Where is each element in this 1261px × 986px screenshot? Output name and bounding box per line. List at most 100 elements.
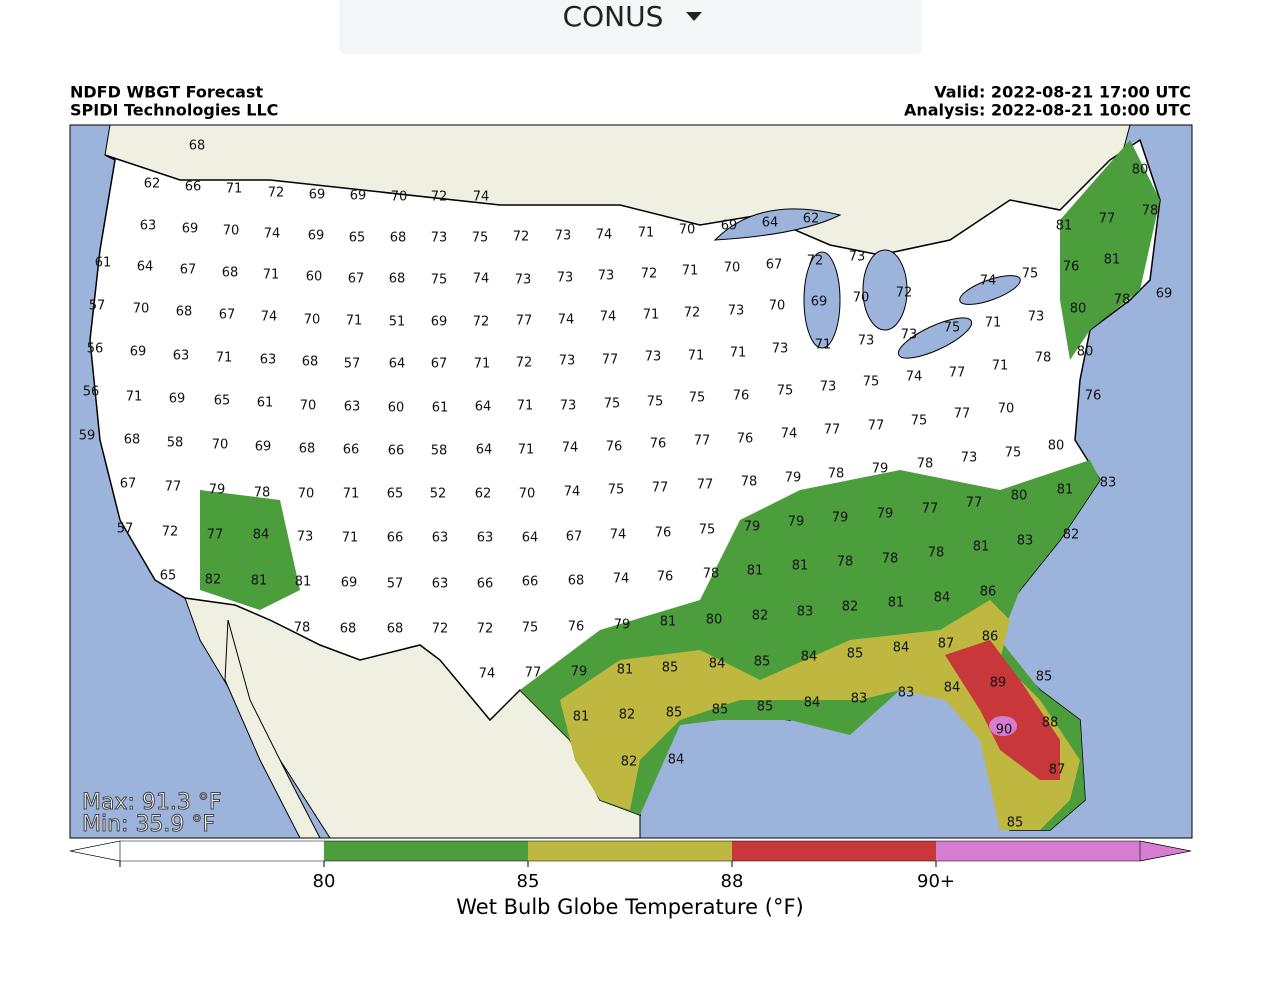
station-value: 79 bbox=[788, 515, 805, 530]
station-value: 84 bbox=[934, 591, 951, 606]
station-value: 84 bbox=[801, 650, 818, 665]
station-value: 80 bbox=[1048, 439, 1065, 454]
station-value: 64 bbox=[522, 531, 539, 546]
station-value: 77 bbox=[824, 423, 841, 438]
station-value: 73 bbox=[901, 328, 918, 343]
station-value: 82 bbox=[619, 708, 636, 723]
station-value: 64 bbox=[475, 400, 492, 415]
station-value: 69 bbox=[182, 222, 199, 237]
baja bbox=[224, 619, 321, 838]
station-value: 73 bbox=[849, 250, 866, 265]
station-value: 82 bbox=[621, 755, 638, 770]
station-value: 77 bbox=[602, 353, 619, 368]
station-value: 81 bbox=[1056, 219, 1073, 234]
station-value: 73 bbox=[645, 350, 662, 365]
station-value: 69 bbox=[308, 229, 325, 244]
station-value: 67 bbox=[180, 263, 197, 278]
station-value: 72 bbox=[477, 622, 494, 637]
dropdown-label[interactable]: CONUS bbox=[563, 0, 664, 33]
station-value: 76 bbox=[733, 389, 750, 404]
station-value: 68 bbox=[387, 622, 404, 637]
station-value: 57 bbox=[387, 577, 404, 592]
station-value: 69 bbox=[811, 295, 828, 310]
station-value: 69 bbox=[309, 188, 326, 203]
colorbar-segment bbox=[732, 841, 937, 861]
station-value: 66 bbox=[387, 531, 404, 546]
region-dropdown[interactable] bbox=[339, 0, 922, 54]
station-value: 75 bbox=[472, 231, 489, 246]
station-value: 78 bbox=[254, 486, 271, 501]
station-value: 61 bbox=[95, 256, 112, 271]
station-value: 61 bbox=[432, 401, 449, 416]
colorbar-segment bbox=[936, 841, 1141, 861]
station-value: 74 bbox=[562, 441, 579, 456]
dropdown-caret[interactable] bbox=[686, 12, 702, 21]
station-value: 64 bbox=[476, 443, 493, 458]
station-value: 84 bbox=[804, 696, 821, 711]
station-value: 70 bbox=[998, 402, 1015, 417]
station-value: 74 bbox=[600, 310, 617, 325]
great-lakes bbox=[713, 208, 1021, 359]
station-value: 74 bbox=[473, 272, 490, 287]
station-value: 78 bbox=[882, 552, 899, 567]
station-value: 60 bbox=[388, 401, 405, 416]
station-value: 79 bbox=[744, 520, 761, 535]
station-value: 74 bbox=[610, 528, 627, 543]
station-value: 71 bbox=[263, 268, 280, 283]
station-value: 77 bbox=[652, 481, 669, 496]
station-value: 90 bbox=[996, 723, 1013, 738]
station-value: 61 bbox=[257, 396, 274, 411]
station-value: 70 bbox=[304, 313, 321, 328]
station-value: 66 bbox=[388, 444, 405, 459]
map-credit: SPIDI Technologies LLC bbox=[70, 101, 278, 120]
station-value: 85 bbox=[712, 703, 729, 718]
station-value: 70 bbox=[300, 399, 317, 414]
station-value: 83 bbox=[1100, 476, 1117, 491]
station-value: 71 bbox=[518, 443, 535, 458]
station-value: 77 bbox=[694, 434, 711, 449]
station-value: 63 bbox=[173, 349, 190, 364]
station-value: 76 bbox=[655, 526, 672, 541]
valid-time: Valid: 2022-08-21 17:00 UTC bbox=[934, 83, 1191, 102]
station-value: 68 bbox=[222, 266, 239, 281]
station-value: 71 bbox=[517, 399, 534, 414]
station-value: 72 bbox=[641, 267, 658, 282]
station-value: 69 bbox=[130, 345, 147, 360]
station-value: 52 bbox=[430, 487, 447, 502]
station-value: 81 bbox=[1104, 253, 1121, 268]
station-value: 73 bbox=[598, 269, 615, 284]
station-value: 74 bbox=[261, 310, 278, 325]
station-value: 78 bbox=[1035, 351, 1052, 366]
station-value: 83 bbox=[851, 692, 868, 707]
station-value: 74 bbox=[613, 572, 630, 587]
station-value: 68 bbox=[390, 231, 407, 246]
station-value: 79 bbox=[785, 471, 802, 486]
station-value: 78 bbox=[294, 621, 311, 636]
station-value: 74 bbox=[596, 228, 613, 243]
station-value: 81 bbox=[888, 596, 905, 611]
station-value: 64 bbox=[762, 216, 779, 231]
station-value: 58 bbox=[431, 444, 448, 459]
station-value: 67 bbox=[348, 272, 365, 287]
station-value: 78 bbox=[837, 555, 854, 570]
station-value: 72 bbox=[807, 254, 824, 269]
station-value: 78 bbox=[1114, 293, 1131, 308]
colorbar: 80 85 88 90+ bbox=[69, 840, 1192, 892]
station-value: 73 bbox=[555, 229, 572, 244]
station-value: 62 bbox=[475, 487, 492, 502]
station-value: 77 bbox=[207, 528, 224, 543]
station-value: 87 bbox=[938, 637, 955, 652]
colorbar-tick-label: 88 bbox=[721, 871, 744, 892]
station-value: 57 bbox=[344, 357, 361, 372]
station-value: 72 bbox=[684, 306, 701, 321]
station-value: 85 bbox=[847, 647, 864, 662]
station-value: 71 bbox=[474, 357, 491, 372]
station-value: 70 bbox=[679, 223, 696, 238]
station-value: 66 bbox=[477, 577, 494, 592]
station-value: 67 bbox=[766, 258, 783, 273]
station-value: 51 bbox=[389, 315, 406, 330]
station-value: 66 bbox=[185, 180, 202, 195]
station-value: 74 bbox=[906, 370, 923, 385]
station-value: 85 bbox=[1036, 670, 1053, 685]
station-value: 75 bbox=[944, 321, 961, 336]
